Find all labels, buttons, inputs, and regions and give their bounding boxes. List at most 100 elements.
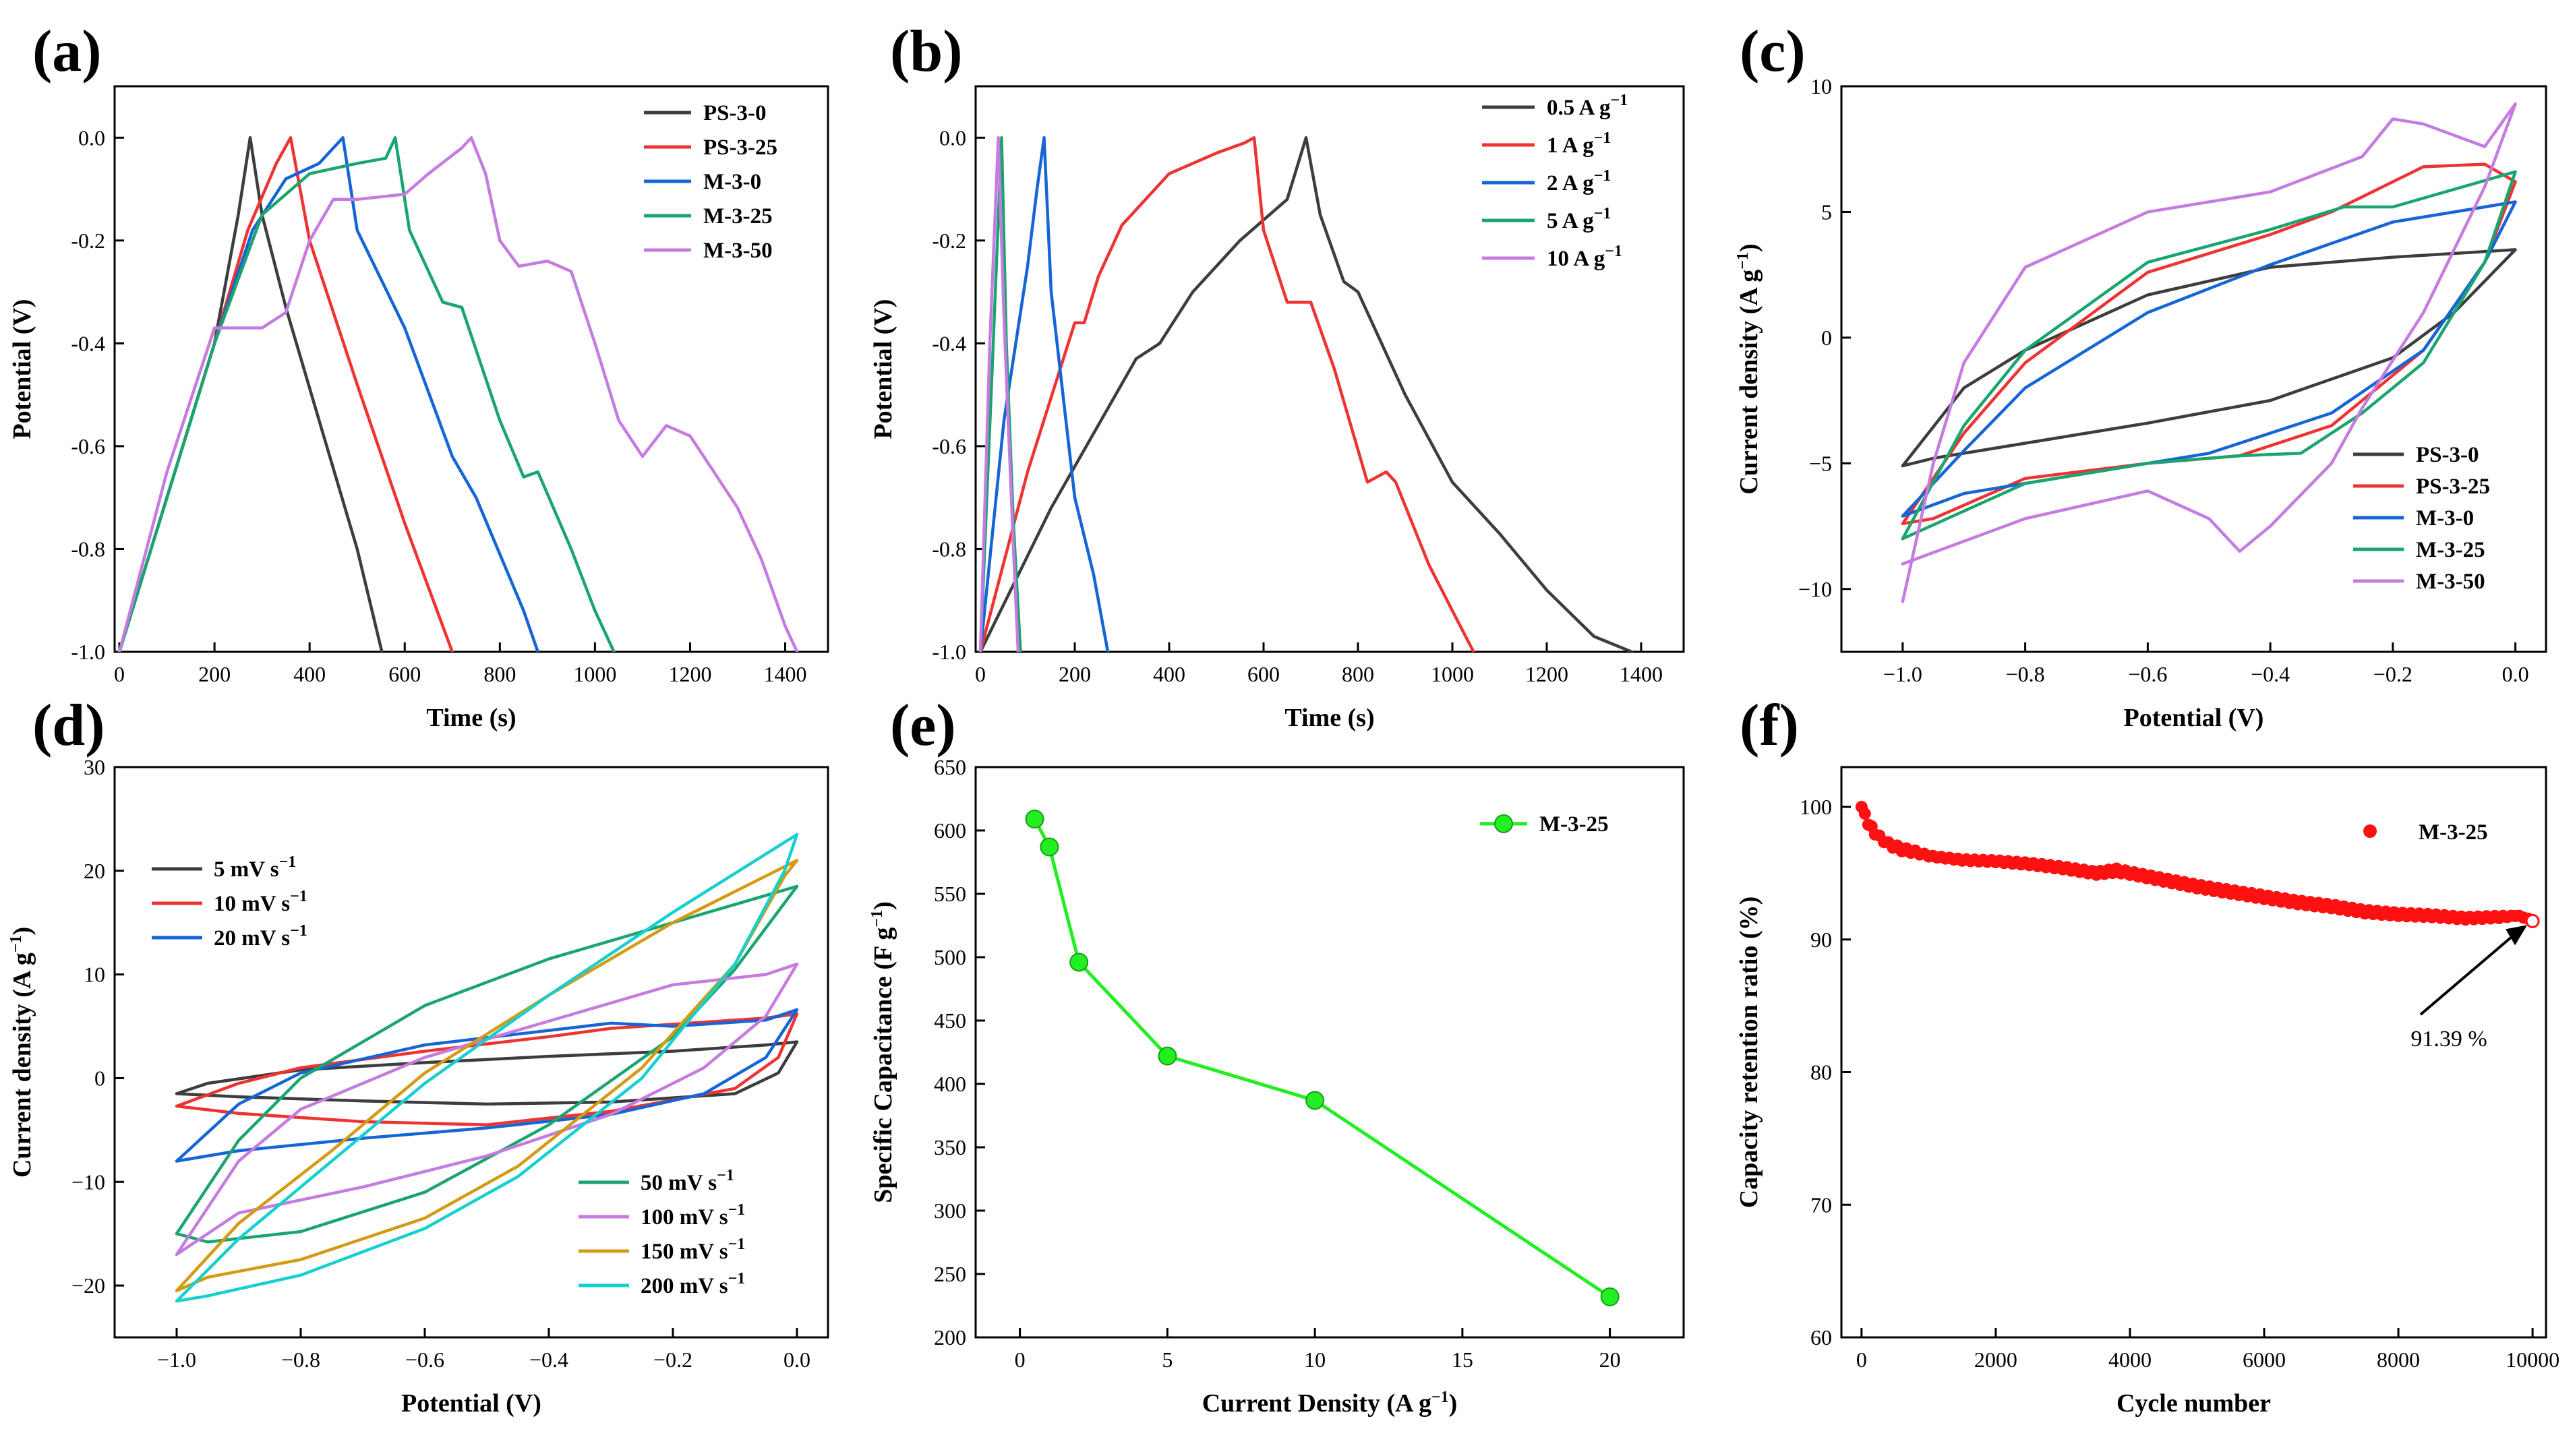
y-tick-label: 10 bbox=[1810, 74, 1832, 98]
panel-label: (e) bbox=[890, 693, 956, 758]
y-tick-label: -0.2 bbox=[71, 229, 105, 253]
y-tick-label: −5 bbox=[1809, 451, 1832, 475]
x-axis-label-main: Current Density (A g bbox=[1202, 1389, 1431, 1418]
x-tick-label: 800 bbox=[1342, 662, 1374, 686]
legend-label-main: 2 A g bbox=[1547, 171, 1594, 195]
legend-label: 100 mV s−1 bbox=[641, 1201, 745, 1230]
legend-label: PS-3-0 bbox=[703, 101, 767, 125]
legend-label-main: 200 mV s bbox=[641, 1274, 728, 1298]
legend-label: 10 mV s−1 bbox=[214, 888, 307, 916]
y-tick-label: 0 bbox=[1821, 326, 1832, 350]
x-tick-label: −1.0 bbox=[1883, 662, 1922, 686]
y-axis-label: Current density (A g−1) bbox=[1734, 243, 1763, 494]
data-point bbox=[1600, 1287, 1620, 1306]
y-tick-label: 450 bbox=[934, 1008, 966, 1033]
series-line-4 bbox=[175, 963, 799, 1256]
series-line-3 bbox=[117, 136, 616, 652]
x-tick-label: 2000 bbox=[1974, 1347, 2017, 1372]
legend-marker bbox=[1494, 814, 1513, 833]
x-tick-label: 0.0 bbox=[783, 1347, 810, 1372]
data-point bbox=[1025, 810, 1044, 829]
legend-marker bbox=[2363, 824, 2377, 838]
data-layer bbox=[1901, 102, 2517, 603]
legend-label: M-3-25 bbox=[2416, 538, 2485, 562]
y-tick-label: 80 bbox=[1810, 1060, 1832, 1085]
x-tick-label: −0.4 bbox=[529, 1347, 568, 1372]
y-tick-label: 0.0 bbox=[939, 125, 966, 150]
x-tick-label: 0 bbox=[1015, 1347, 1026, 1372]
y-axis-label-end: ) bbox=[8, 927, 36, 936]
x-tick-label: 200 bbox=[198, 662, 231, 686]
x-tick-label: −0.6 bbox=[405, 1347, 444, 1372]
y-tick-label: 30 bbox=[84, 755, 105, 779]
panel-1: (b) 0 200 400 600 800 1000 1200 1400 -1.0 -0.8 -0.6… bbox=[869, 19, 1685, 732]
data-point bbox=[1040, 837, 1059, 857]
annotation-arrow-line bbox=[2419, 929, 2520, 1016]
x-tick-label: 1000 bbox=[1431, 662, 1474, 686]
x-tick-label: 15 bbox=[1452, 1347, 1473, 1372]
legend-label: M-3-25 bbox=[1539, 812, 1609, 837]
legend-label-main: 20 mV s bbox=[214, 926, 290, 950]
series-line-2 bbox=[117, 136, 539, 652]
data-point bbox=[1858, 808, 1871, 820]
x-tick-label: 1200 bbox=[668, 662, 711, 686]
legend-label-sup: −1 bbox=[1610, 92, 1628, 109]
x-axis-label: Current Density (A g−1) bbox=[1202, 1389, 1458, 1418]
legend-label-sup: −1 bbox=[290, 922, 307, 940]
x-tick-label: 20 bbox=[1599, 1347, 1621, 1372]
legend-label: 2 A g−1 bbox=[1547, 167, 1611, 195]
data-point bbox=[1069, 952, 1089, 972]
y-tick-label: −20 bbox=[71, 1273, 105, 1298]
legend-label: 0.5 A g−1 bbox=[1547, 92, 1628, 120]
panel-0: (a) 0 200 400 600 800 1000 1200 1400 -1.0 -0.8 -0.6… bbox=[8, 19, 829, 732]
x-tick-label: −0.6 bbox=[2128, 662, 2167, 686]
legend-label-main: 1 A g bbox=[1547, 133, 1594, 158]
legend-label: 1 A g−1 bbox=[1547, 129, 1611, 158]
x-tick-label: 800 bbox=[483, 662, 516, 686]
y-axis-label-end: ) bbox=[869, 901, 897, 910]
x-tick-label: −0.2 bbox=[653, 1347, 692, 1372]
y-axis-label-end: ) bbox=[1735, 243, 1763, 252]
x-tick-label: −0.4 bbox=[2251, 662, 2290, 686]
plot-frame bbox=[113, 85, 829, 653]
y-tick-label: 250 bbox=[934, 1262, 966, 1286]
panel-5: (f) 0 2000 4000 6000 8000 10000 60 70 80 90 100 Cycl… bbox=[1735, 693, 2559, 1418]
panel-label: (c) bbox=[1740, 19, 1806, 84]
legend-label: M-3-25 bbox=[2419, 820, 2488, 845]
legend-label: PS-3-0 bbox=[2416, 443, 2479, 467]
data-layer bbox=[978, 136, 1634, 652]
x-tick-label: 600 bbox=[388, 662, 421, 686]
y-tick-label: -0.6 bbox=[932, 434, 966, 458]
legend-label: PS-3-25 bbox=[703, 135, 777, 160]
y-tick-label: 0 bbox=[94, 1066, 105, 1090]
series-line-1 bbox=[1901, 162, 2517, 526]
legend-label: 20 mV s−1 bbox=[214, 922, 307, 950]
panel-2: (c) −1.0 −0.8 −0.6 −0.4 −0.2 0.0 −10 −5 0 5 10 Poten… bbox=[1734, 19, 2547, 732]
y-axis-label-main: Specific Capacitance (F g bbox=[869, 928, 897, 1203]
data-point-last bbox=[2525, 913, 2540, 928]
y-tick-label: 0.0 bbox=[78, 125, 105, 150]
legend-label-main: 100 mV s bbox=[641, 1205, 728, 1230]
y-tick-label: 90 bbox=[1810, 928, 1832, 952]
y-tick-label: 650 bbox=[934, 755, 966, 779]
data-point bbox=[1305, 1091, 1325, 1110]
legend-label-sup: −1 bbox=[290, 888, 307, 905]
legend-label: 150 mV s−1 bbox=[641, 1236, 745, 1264]
x-axis-label: Time (s) bbox=[426, 704, 516, 732]
series-line-1 bbox=[978, 136, 1475, 652]
x-tick-label: 0 bbox=[114, 662, 125, 686]
legend-label-main: 5 A g bbox=[1547, 209, 1594, 233]
legend-label-sup: −1 bbox=[728, 1236, 746, 1253]
legend-label: 5 A g−1 bbox=[1547, 205, 1611, 233]
x-tick-label: 10 bbox=[1304, 1347, 1326, 1372]
y-axis-label-main: Current density (A g bbox=[1735, 270, 1763, 495]
y-tick-label: 550 bbox=[934, 882, 966, 906]
legend-label-main: 5 mV s bbox=[214, 857, 279, 882]
y-axis-label-sup: −1 bbox=[7, 936, 25, 953]
y-tick-label: 20 bbox=[84, 859, 105, 883]
plot-frame bbox=[1840, 85, 2547, 653]
x-tick-label: 8000 bbox=[2377, 1347, 2420, 1372]
y-tick-label: 200 bbox=[934, 1325, 966, 1349]
legend-label: 200 mV s−1 bbox=[641, 1270, 745, 1298]
